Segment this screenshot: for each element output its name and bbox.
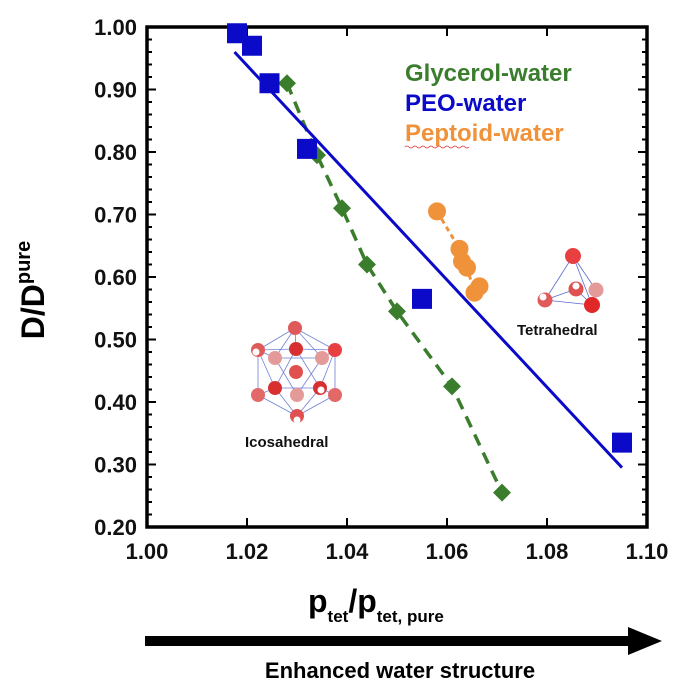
svg-text:D/Dpure: D/Dpure xyxy=(13,241,51,339)
x-tick-label: 1.06 xyxy=(426,539,469,564)
legend-peo-water: PEO-water xyxy=(405,90,526,117)
marker-peptoid-water xyxy=(470,277,489,296)
y-tick-label: 0.30 xyxy=(94,453,137,478)
x-axis-title-sub2: tet, pure xyxy=(377,607,444,626)
x-tick-label: 1.04 xyxy=(326,539,370,564)
x-tick-labels: 1.00 1.02 1.04 1.06 1.08 1.10 xyxy=(126,539,669,564)
x-axis-title-sub1: tet xyxy=(328,607,349,626)
x-tick-label: 1.10 xyxy=(626,539,669,564)
marker-peo-water xyxy=(242,35,262,56)
marker-glycerol-water xyxy=(493,483,511,502)
marker-glycerol-water xyxy=(333,199,351,218)
icosahedral-structure-icon xyxy=(251,321,342,424)
series-lines xyxy=(233,50,624,494)
y-tick-label: 1.00 xyxy=(94,15,137,40)
fit-line-peo-water xyxy=(233,50,624,469)
y-tick-label: 0.40 xyxy=(94,390,137,415)
marker-peo-water xyxy=(297,138,317,159)
y-tick-label: 0.60 xyxy=(94,265,137,290)
x-tick-label: 1.00 xyxy=(126,539,169,564)
axes xyxy=(145,25,649,529)
marker-peptoid-water xyxy=(428,202,446,221)
x-axis-title: ptet/ptet, pure xyxy=(308,583,444,626)
marker-glycerol-water xyxy=(443,377,461,396)
x-axis-title-p2: /p xyxy=(348,583,376,619)
y-axis-title-sub: pure xyxy=(13,241,35,284)
x-tick-label: 1.08 xyxy=(526,539,569,564)
legend: Glycerol-water PEO-water Peptoid-water xyxy=(404,60,572,149)
tetrahedral-structure-icon xyxy=(537,248,604,313)
tetrahedral-label: Tetrahedral xyxy=(517,322,598,339)
y-tick-label: 0.50 xyxy=(94,328,137,353)
y-tick-label: 0.20 xyxy=(94,515,137,540)
y-axis-title: D/Dpure xyxy=(13,241,51,339)
series-markers xyxy=(227,23,632,502)
legend-glycerol-water: Glycerol-water xyxy=(405,60,572,87)
arrow-label: Enhanced water structure xyxy=(265,658,535,683)
x-tick-label: 1.02 xyxy=(226,539,269,564)
legend-peptoid-water: Peptoid-water xyxy=(405,120,564,147)
y-tick-label: 0.80 xyxy=(94,140,137,165)
y-axis-title-main: D/D xyxy=(15,284,51,339)
marker-peo-water xyxy=(259,73,280,94)
marker-peo-water xyxy=(412,288,432,309)
marker-peo-water xyxy=(612,432,632,453)
y-tick-labels: 1.00 0.90 0.80 0.70 0.60 0.50 0.40 0.30 0.20 xyxy=(94,15,137,540)
marker-glycerol-water xyxy=(278,74,296,93)
marker-glycerol-water xyxy=(358,255,376,274)
enhanced-structure-arrow xyxy=(145,627,662,655)
y-tick-label: 0.90 xyxy=(94,78,137,103)
icosahedral-label: Icosahedral xyxy=(245,434,328,451)
spellcheck-underline xyxy=(404,145,470,149)
marker-peptoid-water xyxy=(458,258,476,277)
plot-frame xyxy=(145,25,649,529)
y-tick-label: 0.70 xyxy=(94,203,137,228)
marker-glycerol-water xyxy=(388,302,406,321)
x-axis-title-p1: p xyxy=(308,583,328,619)
